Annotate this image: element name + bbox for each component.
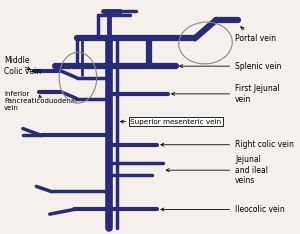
Text: Splenic vein: Splenic vein <box>180 62 281 71</box>
Text: First Jejunal
vein: First Jejunal vein <box>172 84 280 104</box>
Text: Portal vein: Portal vein <box>235 27 276 43</box>
Text: Superior mesenteric vein: Superior mesenteric vein <box>121 119 221 125</box>
Text: Inferior
Pancreaticoduodenal
vein: Inferior Pancreaticoduodenal vein <box>4 91 77 111</box>
Text: Ileocolic vein: Ileocolic vein <box>161 205 285 214</box>
Text: Right colic vein: Right colic vein <box>161 140 294 149</box>
Text: Jejunal
and ileal
veins: Jejunal and ileal veins <box>166 155 268 185</box>
Text: Middle
Colic vein: Middle Colic vein <box>4 56 41 76</box>
